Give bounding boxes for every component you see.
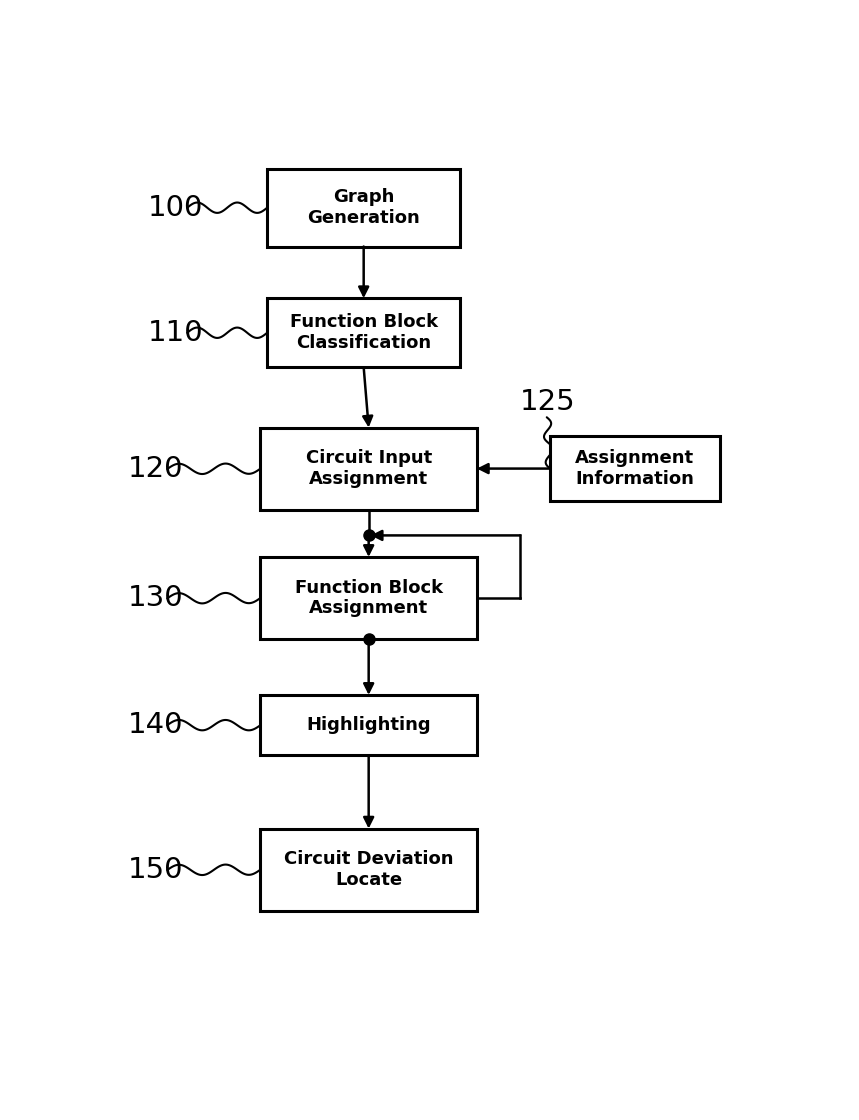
Bar (550, 437, 720, 501)
Text: Highlighting: Highlighting (307, 716, 431, 734)
Bar (267, 298, 460, 367)
FancyArrowPatch shape (363, 367, 372, 424)
Bar (260, 829, 477, 911)
FancyArrowPatch shape (364, 755, 373, 825)
FancyArrowPatch shape (364, 638, 373, 692)
Text: Graph
Generation: Graph Generation (308, 188, 420, 227)
FancyArrowPatch shape (364, 535, 373, 554)
Text: Circuit Input
Assignment: Circuit Input Assignment (306, 449, 432, 488)
Text: 140: 140 (127, 711, 183, 739)
Text: Function Block
Classification: Function Block Classification (289, 314, 438, 352)
FancyArrowPatch shape (374, 531, 521, 540)
Text: 120: 120 (127, 455, 183, 483)
Bar (260, 428, 477, 510)
FancyArrowPatch shape (479, 464, 550, 473)
Text: 150: 150 (127, 856, 183, 884)
Text: 110: 110 (148, 319, 203, 347)
Bar (260, 557, 477, 638)
Text: Assignment
Information: Assignment Information (576, 449, 695, 488)
Bar (267, 169, 460, 246)
Text: Function Block
Assignment: Function Block Assignment (295, 579, 442, 617)
Text: Circuit Deviation
Locate: Circuit Deviation Locate (284, 850, 454, 889)
Text: 125: 125 (521, 388, 576, 416)
Text: 100: 100 (148, 194, 203, 222)
Bar (260, 694, 477, 755)
Text: 130: 130 (127, 585, 183, 613)
FancyArrowPatch shape (359, 246, 369, 296)
